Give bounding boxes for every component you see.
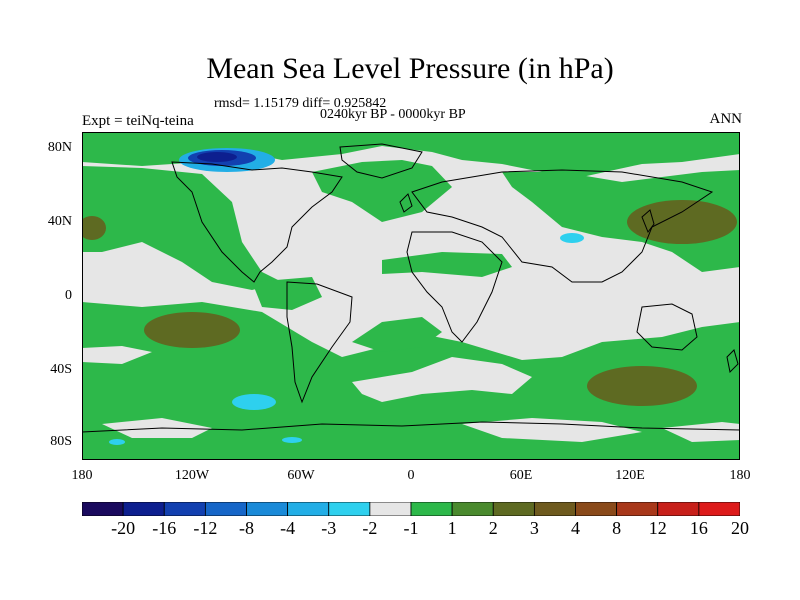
lat-label-80n: 80N	[47, 140, 72, 155]
colorbar	[82, 502, 740, 516]
pressure-map	[82, 132, 740, 460]
stats-line: rmsd= 1.15179 diff= 0.925842	[214, 96, 387, 111]
green-north-band	[82, 132, 740, 177]
season-label: ANN	[709, 111, 743, 127]
colorbar-swatch	[616, 502, 659, 516]
colorbar-label: -3	[321, 518, 337, 538]
colorbar-label: 8	[612, 518, 622, 538]
colorbar-label: -2	[362, 518, 378, 538]
cyan-south-pacific	[232, 394, 276, 410]
olive-regions	[82, 200, 737, 406]
lon-label-180w: 180	[71, 468, 93, 483]
navy-greenland-core	[197, 152, 237, 162]
lat-label-0: 0	[65, 288, 72, 303]
neutral-south-pacific-ring	[82, 346, 152, 364]
lon-label-120e: 120E	[615, 468, 645, 483]
coast-australia	[636, 303, 698, 351]
colorbar-swatch	[698, 502, 740, 516]
green-north-atlantic	[312, 160, 452, 222]
colorbar-label: -16	[152, 518, 177, 538]
lat-label-40n: 40N	[47, 214, 72, 229]
map-frame	[82, 132, 740, 460]
green-indian-band	[382, 252, 512, 277]
chart-title: Mean Sea Level Pressure (in hPa)	[206, 52, 614, 85]
coast-south-america	[286, 281, 353, 404]
coast-nz	[726, 349, 739, 374]
colorbar-label: 2	[488, 518, 498, 538]
olive-west-pacific	[82, 216, 106, 240]
coast-uk	[399, 193, 413, 213]
colorbar-label: 4	[571, 518, 580, 538]
lon-label-60e: 60E	[509, 468, 533, 483]
colorbar-swatch	[575, 502, 618, 516]
colorbar-swatch	[657, 502, 700, 516]
coast-north-america	[171, 161, 343, 283]
colorbar-swatch	[451, 502, 494, 516]
cyan-antarctic-1	[109, 439, 125, 445]
neutral-south-atlantic	[352, 357, 532, 402]
colorbar-swatch	[533, 502, 576, 516]
colorbar-swatch	[204, 502, 247, 516]
cyan-antarctic-2	[282, 437, 302, 443]
colorbar-label: -4	[280, 518, 296, 538]
neutral-patches	[82, 346, 740, 442]
period-line: 0240kyr BP - 0000kyr BP	[320, 107, 466, 122]
lon-label-0: 0	[407, 468, 415, 483]
colorbar-label: 3	[529, 518, 539, 538]
lon-label-120w: 120W	[174, 468, 210, 483]
cyan-tibet	[560, 233, 584, 243]
neutral-antarctic-2	[462, 418, 642, 442]
lat-label-80s: 80S	[50, 434, 72, 449]
colorbar-swatch	[163, 502, 206, 516]
colorbar-swatch	[492, 502, 535, 516]
experiment-label: Expt = teiNq-teina	[82, 113, 194, 129]
neutral-antarctic-3	[662, 422, 740, 442]
lon-label-60w: 60W	[287, 468, 315, 483]
green-south-atlantic	[352, 317, 442, 352]
coast-japan	[641, 209, 655, 234]
olive-south-pacific	[144, 312, 240, 348]
colorbar-label: -1	[403, 518, 419, 538]
colorbar-swatch	[328, 502, 371, 516]
coast-africa	[406, 231, 503, 343]
coast-antarctica	[82, 421, 740, 433]
olive-south-indian	[587, 366, 697, 406]
green-eurasia	[502, 170, 740, 272]
colorbar-swatch	[246, 502, 289, 516]
colorbar-label: -12	[193, 518, 218, 538]
colorbar-swatch	[410, 502, 453, 516]
lat-label-40s: 40S	[50, 362, 72, 377]
colorbar-swatch	[82, 502, 124, 516]
colorbar-swatch	[287, 502, 330, 516]
olive-north-pacific	[627, 200, 737, 244]
colorbar-swatch	[122, 502, 165, 516]
colorbar-label: -20	[111, 518, 136, 538]
green-north-pacific	[82, 166, 282, 290]
colorbar-label: 1	[447, 518, 457, 538]
coast-eurasia	[411, 169, 714, 283]
colorbar-label: 12	[648, 518, 667, 538]
colorbar-label: 20	[731, 518, 749, 538]
colorbar-label: -8	[239, 518, 254, 538]
coast-greenland	[339, 143, 423, 179]
lon-label-180e: 180	[729, 468, 751, 483]
colorbar-swatch	[369, 502, 412, 516]
coastlines	[82, 143, 740, 433]
negative-regions	[109, 148, 584, 445]
colorbar-label: 16	[689, 518, 708, 538]
